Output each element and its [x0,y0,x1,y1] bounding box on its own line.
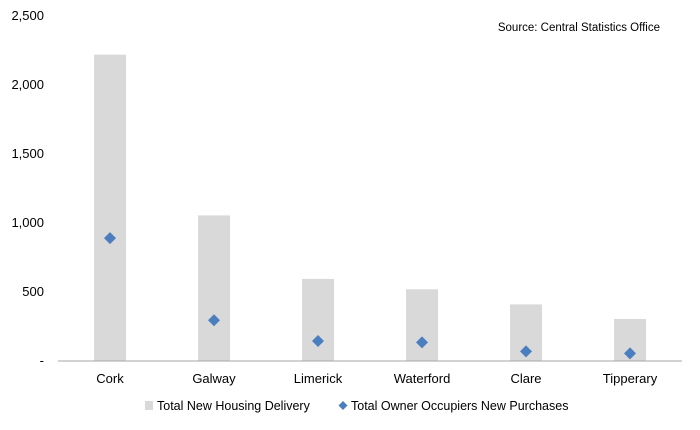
bars-layer [94,54,646,361]
legend-swatch-bar [145,401,153,410]
x-category-label: Clare [510,371,541,386]
bar-cork [94,54,126,361]
marker-tipperary [624,347,636,360]
marker-cork [104,232,116,245]
y-tick-label: - [40,353,44,368]
x-axis-categories: Cork Galway Limerick Waterford Clare Tipperar… [96,371,657,386]
bar-waterford [406,289,438,361]
x-category-label: Galway [192,371,236,386]
y-tick-label: 2,000 [11,77,44,92]
legend-label-owner-purchases: Total Owner Occupiers New Purchases [351,399,568,413]
legend: Total New Housing Delivery Total Owner O… [145,399,568,413]
y-axis-ticks: - 500 1,000 1,500 2,000 2,500 [11,8,44,368]
marker-clare [520,345,532,358]
y-tick-label: 2,500 [11,8,44,23]
bar-galway [198,215,230,361]
x-category-label: Limerick [294,371,343,386]
legend-swatch-diamond-icon [338,401,348,410]
y-tick-label: 1,000 [11,215,44,230]
marker-galway [208,314,220,327]
marker-limerick [312,334,324,347]
bar-limerick [302,278,334,361]
markers-layer [104,232,636,360]
y-tick-label: 500 [22,284,44,299]
source-note: Source: Central Statistics Office [498,22,660,34]
x-category-label: Tipperary [603,371,658,386]
marker-waterford [416,336,428,349]
legend-label-housing-delivery: Total New Housing Delivery [157,399,311,413]
x-category-label: Waterford [394,371,451,386]
y-tick-label: 1,500 [11,146,44,161]
x-category-label: Cork [96,371,124,386]
